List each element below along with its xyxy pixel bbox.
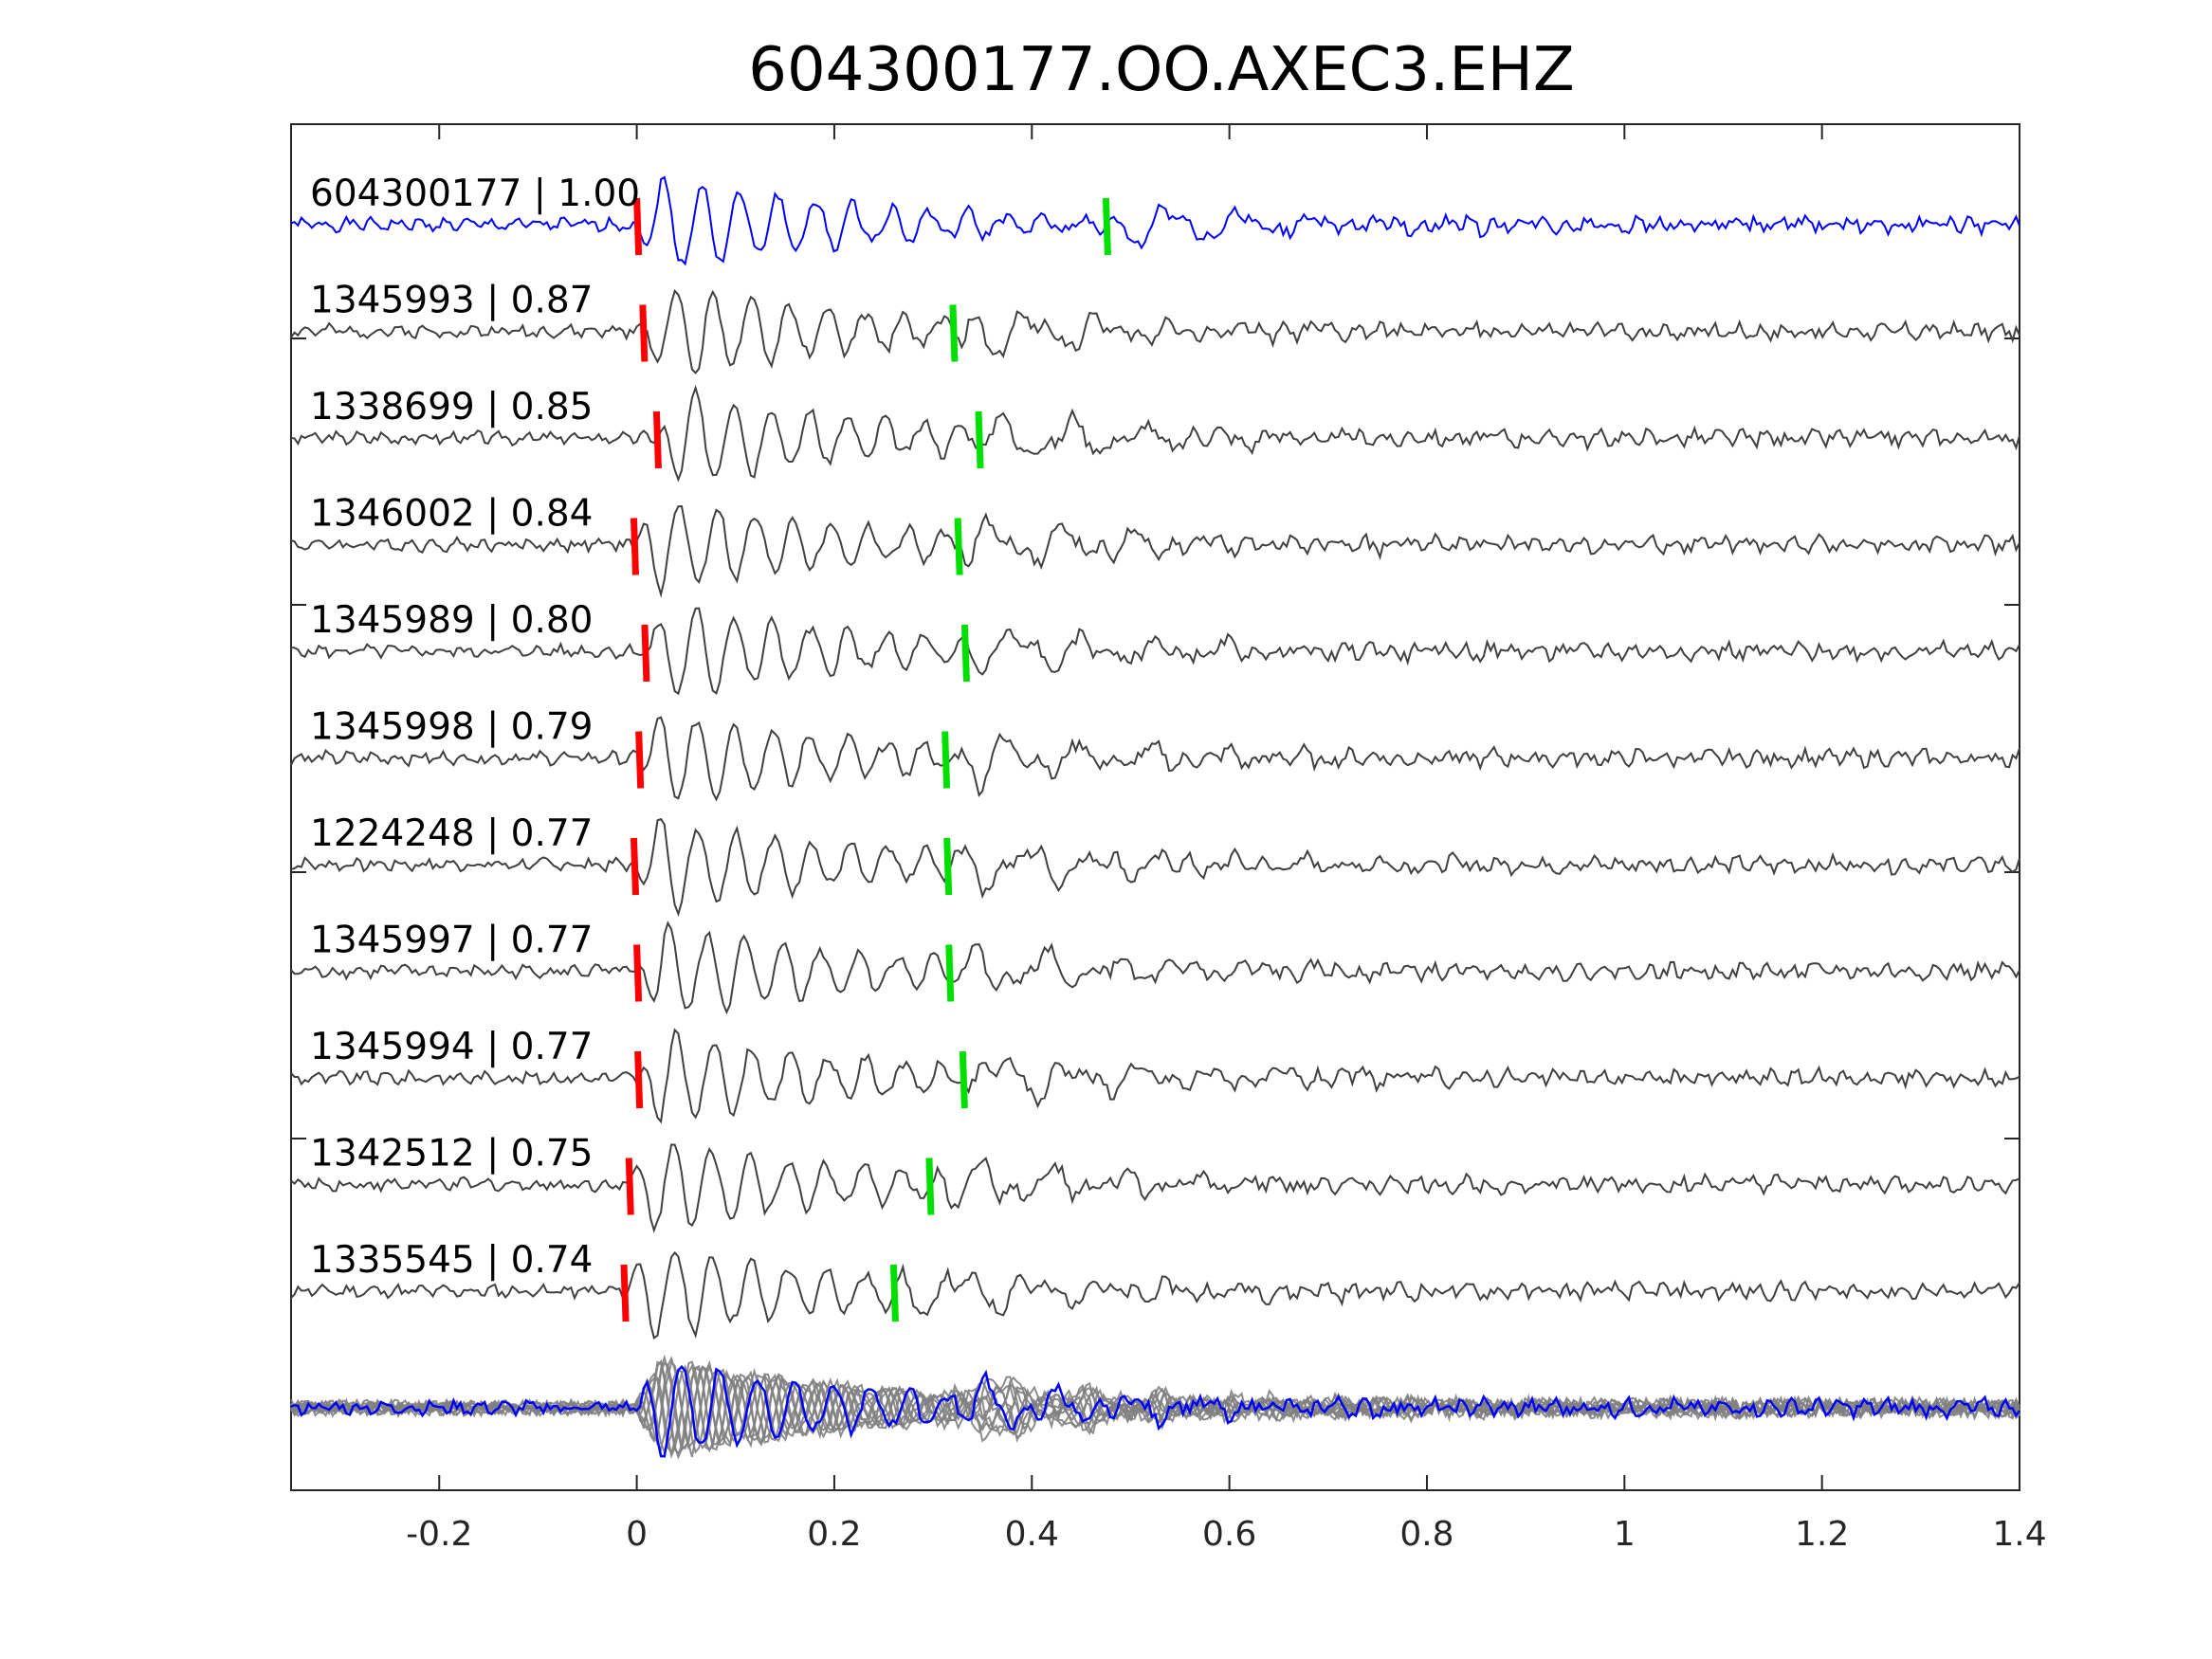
p-pick-marker [620, 1264, 630, 1322]
x-tick-label: 0.8 [1399, 1515, 1453, 1554]
p-pick-marker [635, 731, 645, 789]
chart-title: 604300177.OO.AXEC3.EHZ [748, 35, 1575, 105]
trace-1346002: 1346002 | 0.84 [290, 493, 2020, 598]
trace-1342512: 1342512 | 0.75 [290, 1133, 2020, 1233]
s-pick-marker [954, 518, 963, 575]
s-pick-marker [945, 944, 955, 1002]
x-tick-label: -0.2 [406, 1515, 472, 1554]
trace-1345989: 1345989 | 0.80 [290, 599, 2020, 696]
stack-master-trace [290, 1364, 2021, 1458]
trace-1335545: 1335545 | 0.74 [290, 1239, 2020, 1340]
waveform-line [290, 716, 2020, 802]
trace-label: 1342512 | 0.75 [310, 1133, 593, 1176]
trace-label: 1345989 | 0.80 [310, 599, 593, 642]
p-pick-marker [633, 197, 643, 256]
x-tick-label: 0.4 [1005, 1515, 1059, 1554]
p-pick-marker [633, 944, 643, 1002]
trace-label: 1224248 | 0.77 [310, 812, 593, 855]
x-tick-label: 0.2 [807, 1515, 861, 1554]
x-tick-label: 0 [626, 1515, 648, 1554]
s-pick-marker [941, 731, 951, 789]
trace-1224248: 1224248 | 0.77 [290, 812, 2020, 918]
s-pick-marker [925, 1158, 935, 1215]
waveform-line [290, 175, 2020, 266]
trace-1338699: 1338699 | 0.85 [290, 384, 2020, 483]
trace-group: 604300177 | 1.00 1345993 | 0.87 1338699 | … [290, 173, 2020, 1340]
plot-area [290, 123, 2020, 1491]
x-tick-label: 1 [1614, 1515, 1636, 1554]
trace-label: 1345994 | 0.77 [310, 1026, 593, 1068]
trace-label: 1335545 | 0.74 [310, 1239, 593, 1282]
p-pick-marker [641, 624, 650, 683]
s-pick-marker [959, 1050, 968, 1109]
s-pick-marker [943, 837, 953, 896]
waveform-line [290, 288, 2020, 374]
waveform-line [290, 607, 2020, 696]
y-ticks [291, 337, 2020, 1139]
trace-1345998: 1345998 | 0.79 [290, 706, 2020, 802]
waveform-line [290, 817, 2020, 918]
waveform-line [290, 1028, 2020, 1124]
x-tick-label: 1.2 [1795, 1515, 1849, 1554]
waveform-line [290, 1250, 2020, 1340]
p-pick-marker [630, 518, 639, 575]
waveform-line [290, 1143, 2020, 1233]
trace-604300177: 604300177 | 1.00 [290, 173, 2020, 266]
x-tick-label: 0.6 [1202, 1515, 1256, 1554]
p-pick-marker [630, 837, 639, 896]
p-pick-marker [639, 304, 649, 362]
s-pick-marker [889, 1264, 899, 1322]
s-pick-marker [1102, 197, 1111, 256]
trace-1345997: 1345997 | 0.77 [290, 920, 2020, 1015]
waveform-line [290, 504, 2020, 598]
waveform-line [290, 921, 2020, 1015]
s-pick-marker [960, 624, 970, 683]
p-pick-marker [625, 1158, 634, 1215]
x-tick-label: 1.4 [1992, 1515, 2046, 1554]
s-pick-marker [975, 410, 984, 469]
stack-trace [290, 1356, 2020, 1450]
trace-1345994: 1345994 | 0.77 [290, 1026, 2020, 1124]
x-axis: -0.2 0 0.2 0.4 0.6 0.8 1 1.2 1.4 [406, 124, 2047, 1554]
trace-label: 1338699 | 0.85 [310, 386, 593, 428]
waveform-line [290, 384, 2020, 483]
stacked-overlay [290, 1354, 2021, 1460]
trace-label: 604300177 | 1.00 [310, 173, 640, 215]
trace-label: 1346002 | 0.84 [310, 493, 593, 536]
trace-label: 1345997 | 0.77 [310, 920, 593, 962]
s-pick-marker [949, 304, 959, 362]
p-pick-marker [634, 1050, 644, 1109]
trace-label: 1345993 | 0.87 [310, 280, 593, 322]
trace-label: 1345998 | 0.79 [310, 706, 593, 749]
p-pick-marker [652, 410, 662, 469]
trace-1345993: 1345993 | 0.87 [290, 280, 2020, 374]
